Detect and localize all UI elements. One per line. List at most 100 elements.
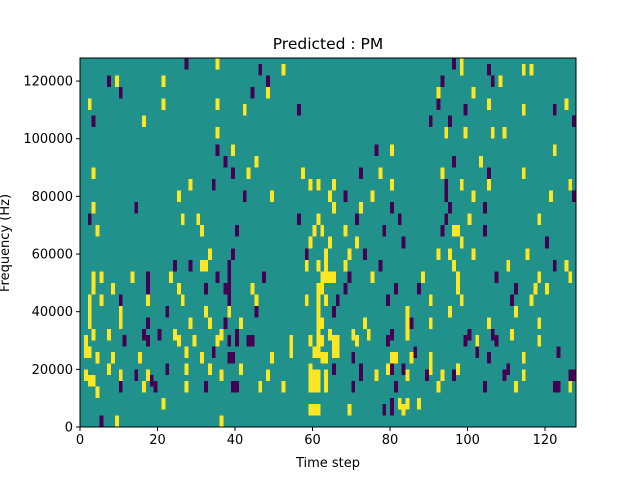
heatmap-cell xyxy=(428,363,433,376)
heatmap-cell xyxy=(409,317,414,329)
heatmap-cell xyxy=(308,403,313,416)
heatmap-cell xyxy=(514,305,518,318)
heatmap-cell xyxy=(316,369,321,381)
heatmap-cell xyxy=(215,98,220,110)
heatmap-cell xyxy=(335,346,340,358)
heatmap-cell xyxy=(250,282,255,295)
heatmap-cell xyxy=(455,225,460,237)
heatmap-cell xyxy=(537,334,542,347)
heatmap-cell xyxy=(452,225,456,237)
heatmap-cell xyxy=(184,380,189,393)
heatmap-cell xyxy=(471,86,476,99)
heatmap-cell xyxy=(91,167,96,180)
heatmap-cell xyxy=(91,375,96,387)
heatmap-cell xyxy=(235,328,239,341)
heatmap-cell xyxy=(506,259,511,272)
heatmap-cell xyxy=(215,144,220,157)
heatmap-cell xyxy=(494,334,499,347)
heatmap-cell xyxy=(231,380,235,393)
heatmap-cell xyxy=(188,317,193,329)
heatmap-cell xyxy=(204,380,208,393)
heatmap-cell xyxy=(343,282,348,295)
heatmap-cell xyxy=(498,75,503,87)
heatmap-cell xyxy=(417,398,421,410)
heatmap-cell xyxy=(533,282,538,295)
heatmap-cell xyxy=(510,294,514,306)
y-tick-label: 40000 xyxy=(32,305,73,320)
heatmap-cell xyxy=(405,317,410,329)
heatmap-cell xyxy=(320,317,325,329)
heatmap-cell xyxy=(331,305,336,318)
heatmap-cell xyxy=(242,190,247,203)
heatmap-cell xyxy=(324,294,328,306)
heatmap-cell xyxy=(455,363,460,376)
heatmap-cell xyxy=(130,271,135,283)
heatmap-cell xyxy=(479,156,483,168)
heatmap-cell xyxy=(99,271,104,283)
heatmap-cell xyxy=(448,202,452,214)
heatmap-cell xyxy=(118,86,123,99)
heatmap-cell xyxy=(328,271,332,283)
heatmap-cell xyxy=(312,346,317,358)
heatmap-cell xyxy=(335,334,340,347)
heatmap-cell xyxy=(142,328,146,341)
heatmap-cell xyxy=(238,363,243,376)
heatmap-cell xyxy=(428,317,433,329)
heatmap-cell xyxy=(107,328,111,341)
heatmap-cell xyxy=(161,398,166,410)
heatmap-cell xyxy=(138,352,142,364)
heatmap-cell xyxy=(467,328,472,341)
heatmap-cell xyxy=(316,317,321,329)
heatmap-cell xyxy=(459,294,464,306)
heatmap-cell xyxy=(200,259,204,272)
heatmap-cell xyxy=(444,179,449,191)
heatmap-cell xyxy=(552,259,557,272)
heatmap-cell xyxy=(254,305,259,318)
heatmap-cell xyxy=(328,190,332,203)
heatmap-cell xyxy=(444,127,449,139)
heatmap-cell xyxy=(316,346,321,358)
heatmap-cell xyxy=(514,282,518,295)
heatmap-cell xyxy=(184,346,189,358)
heatmap-cell xyxy=(328,236,332,249)
heatmap-cell xyxy=(227,259,232,272)
heatmap-cell xyxy=(308,236,313,249)
heatmap-cell xyxy=(184,363,189,376)
heatmap-cell xyxy=(506,363,511,376)
heatmap-cell xyxy=(227,282,232,295)
heatmap-cell xyxy=(324,352,328,364)
heatmap-cell xyxy=(382,403,387,416)
heatmap-cell xyxy=(176,334,181,347)
heatmap-cell xyxy=(545,236,549,249)
heatmap-cell xyxy=(382,225,387,237)
heatmap-cell xyxy=(521,104,526,116)
heatmap-cell xyxy=(231,352,235,364)
heatmap-cell xyxy=(87,98,92,110)
heatmap-cell xyxy=(502,369,507,381)
heatmap-cell xyxy=(223,317,228,329)
y-tick-label: 0 xyxy=(65,421,73,436)
heatmap-cell xyxy=(490,328,495,341)
heatmap-cell xyxy=(331,179,336,191)
heatmap-cell xyxy=(227,294,232,306)
heatmap-cell xyxy=(312,225,317,237)
heatmap-cell xyxy=(316,213,321,226)
heatmap-cell xyxy=(153,380,158,393)
heatmap-cell xyxy=(568,369,573,381)
heatmap-cell xyxy=(157,328,162,341)
heatmap-cell xyxy=(95,225,100,237)
heatmap-cell xyxy=(304,259,309,272)
heatmap-cell xyxy=(87,375,92,387)
heatmap-cell xyxy=(521,369,526,381)
heatmap-cell xyxy=(87,346,92,358)
heatmap-cell xyxy=(242,104,247,116)
heatmap-cell xyxy=(204,282,208,295)
heatmap-cell xyxy=(308,363,313,376)
heatmap-cell xyxy=(463,334,468,347)
heatmap-cell xyxy=(347,271,352,283)
heatmap-cell xyxy=(428,115,433,128)
heatmap-cell xyxy=(188,179,193,191)
y-tick-label: 60000 xyxy=(32,248,73,263)
heatmap-cell xyxy=(386,294,390,306)
